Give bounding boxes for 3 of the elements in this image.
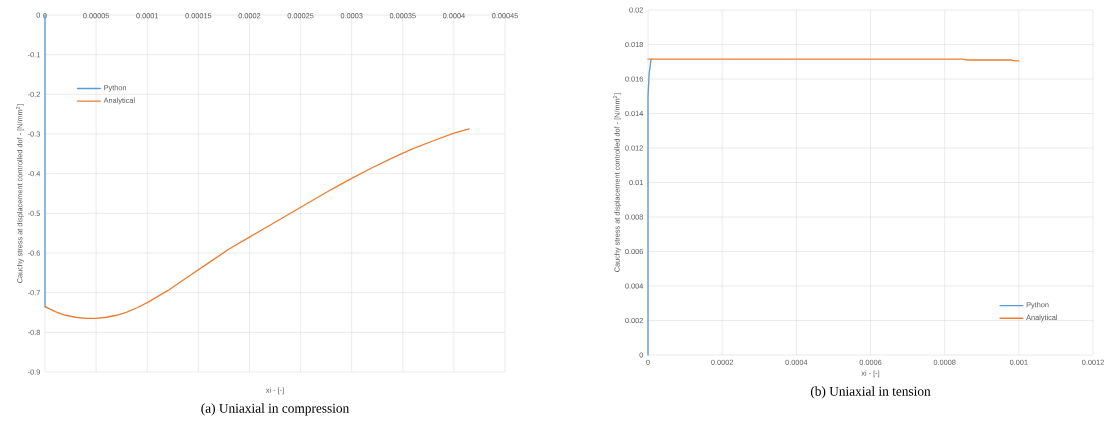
text: (b) Uniaxial in tension [810, 386, 931, 399]
line-series [647, 58, 653, 356]
text: (a) Uniaxial in compression [201, 403, 350, 416]
